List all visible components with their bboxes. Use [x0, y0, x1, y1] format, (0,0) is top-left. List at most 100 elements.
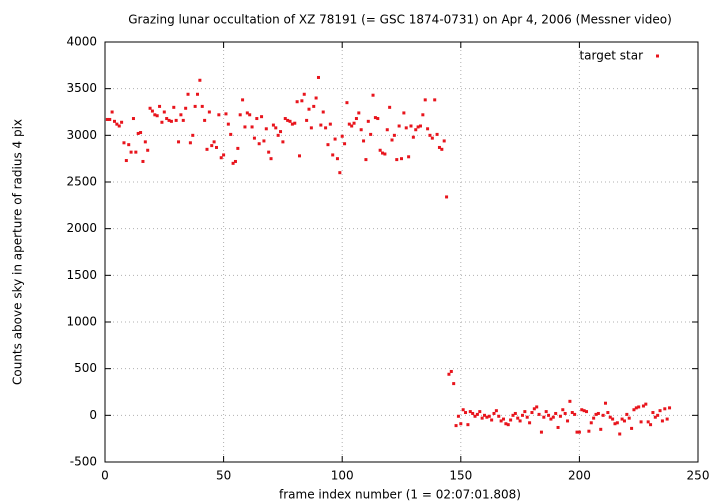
- point: [400, 157, 403, 161]
- point: [656, 413, 660, 417]
- point: [665, 417, 669, 421]
- point: [603, 401, 607, 405]
- point: [309, 126, 313, 130]
- point: [532, 407, 536, 411]
- point: [511, 413, 515, 417]
- point: [316, 75, 320, 79]
- point: [120, 120, 124, 124]
- point: [143, 140, 147, 144]
- point: [245, 111, 249, 115]
- point: [117, 124, 121, 128]
- point: [582, 409, 586, 413]
- point: [366, 119, 370, 123]
- point: [148, 106, 152, 110]
- point: [480, 416, 484, 420]
- point: [464, 411, 468, 415]
- point: [596, 411, 600, 415]
- point: [653, 415, 657, 419]
- y-tick-label: 2500: [66, 175, 97, 189]
- point: [293, 121, 297, 125]
- point: [260, 115, 264, 119]
- point: [518, 419, 522, 423]
- point: [471, 411, 475, 415]
- point: [214, 145, 218, 149]
- point: [430, 136, 434, 140]
- point: [217, 113, 221, 117]
- point: [307, 107, 311, 111]
- point: [314, 96, 318, 100]
- point: [423, 98, 427, 102]
- point: [248, 113, 252, 117]
- point: [174, 118, 178, 122]
- point: [300, 99, 304, 103]
- point: [544, 410, 548, 414]
- point: [613, 422, 617, 426]
- point: [615, 421, 619, 425]
- point: [634, 406, 638, 410]
- point: [483, 413, 487, 417]
- point: [416, 125, 420, 129]
- point: [298, 154, 302, 158]
- point: [547, 413, 551, 417]
- point: [283, 117, 287, 121]
- point: [651, 411, 655, 415]
- x-tick-label: 200: [568, 469, 591, 483]
- point: [478, 410, 482, 414]
- point: [150, 109, 154, 113]
- point: [110, 110, 114, 114]
- point: [200, 104, 204, 108]
- point: [179, 113, 183, 117]
- x-axis-label: frame index number (1 = 02:07:01.808): [279, 488, 521, 502]
- point: [112, 119, 116, 123]
- point: [362, 139, 366, 143]
- point: [530, 411, 534, 415]
- point: [535, 405, 539, 409]
- point: [513, 411, 517, 415]
- point: [440, 147, 444, 151]
- point: [421, 113, 425, 117]
- x-tick-label: 100: [331, 469, 354, 483]
- point: [468, 410, 472, 414]
- point: [570, 411, 574, 415]
- point: [165, 117, 169, 121]
- point: [188, 141, 192, 145]
- point: [447, 372, 451, 376]
- point: [241, 98, 245, 102]
- point: [255, 117, 259, 121]
- point: [566, 419, 570, 423]
- point: [338, 171, 342, 175]
- point: [459, 422, 463, 426]
- point: [646, 420, 650, 424]
- x-tick-label: 250: [687, 469, 710, 483]
- point: [122, 141, 126, 145]
- point: [392, 133, 396, 137]
- point: [276, 133, 280, 137]
- y-axis-label: Counts above sky in aperture of radius 4…: [11, 119, 25, 385]
- point: [402, 111, 406, 115]
- point: [549, 417, 553, 421]
- x-tick-label: 0: [101, 469, 109, 483]
- y-tick-label: 500: [74, 361, 97, 375]
- point: [350, 124, 354, 128]
- point: [558, 414, 562, 418]
- point: [286, 118, 290, 122]
- y-tick-label: 1500: [66, 268, 97, 282]
- point: [456, 414, 460, 418]
- point: [573, 412, 577, 416]
- point: [620, 417, 624, 421]
- point: [357, 111, 361, 115]
- point: [352, 121, 356, 125]
- point: [449, 369, 453, 373]
- point: [397, 124, 401, 128]
- point: [637, 405, 641, 409]
- point: [219, 156, 223, 160]
- point: [269, 157, 273, 161]
- point: [390, 138, 394, 142]
- point: [587, 429, 591, 433]
- point: [641, 404, 645, 408]
- point: [229, 132, 233, 136]
- point: [525, 415, 529, 419]
- point: [257, 142, 261, 146]
- point: [191, 133, 195, 137]
- point: [433, 98, 437, 102]
